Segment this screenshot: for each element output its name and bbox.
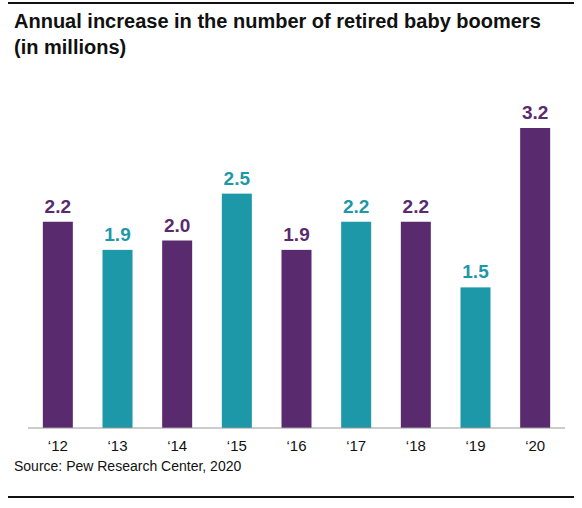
data-label: 2.2 [403, 196, 429, 217]
data-label: 2.2 [343, 196, 369, 217]
data-label: 1.9 [104, 224, 130, 245]
x-tick-label: ‘12 [48, 437, 68, 454]
bar [520, 128, 550, 428]
bar [162, 241, 192, 429]
data-label: 2.2 [45, 196, 71, 217]
data-label: 3.2 [522, 102, 548, 123]
chart: 2.2 ‘12 1.9 ‘13 2.0 ‘14 2.5 ‘15 1.9 ‘16 2.2 ‘17 2.2 ‘… [0, 0, 582, 508]
x-tick-label: ‘20 [525, 437, 545, 454]
x-tick-label: ‘15 [227, 437, 247, 454]
x-tick-label: ‘13 [107, 437, 127, 454]
source: Source: Pew Research Center, 2020 [14, 458, 241, 474]
x-tick-label: ‘18 [406, 437, 426, 454]
data-label: 2.5 [224, 168, 251, 189]
bar [103, 250, 133, 428]
bar [43, 222, 73, 428]
title: Annual increase in the number of retired… [14, 8, 564, 60]
bar [222, 194, 252, 428]
bar [341, 222, 371, 428]
bar [282, 250, 312, 428]
x-tick-label: ‘16 [286, 437, 306, 454]
x-tick-label: ‘14 [167, 437, 187, 454]
bar [401, 222, 431, 428]
x-tick-label: ‘19 [465, 437, 485, 454]
bar [461, 287, 491, 428]
bars [43, 128, 550, 428]
top-rule [8, 2, 574, 4]
labels: 2.2 ‘12 1.9 ‘13 2.0 ‘14 2.5 ‘15 1.9 ‘16 2.2 ‘17 2.2 ‘… [45, 102, 549, 454]
x-axis-line [28, 428, 565, 429]
data-label: 2.0 [164, 215, 190, 236]
data-label: 1.9 [283, 224, 309, 245]
data-label: 1.5 [462, 261, 489, 282]
x-tick-label: ‘17 [346, 437, 366, 454]
bottom-rule [8, 496, 574, 498]
